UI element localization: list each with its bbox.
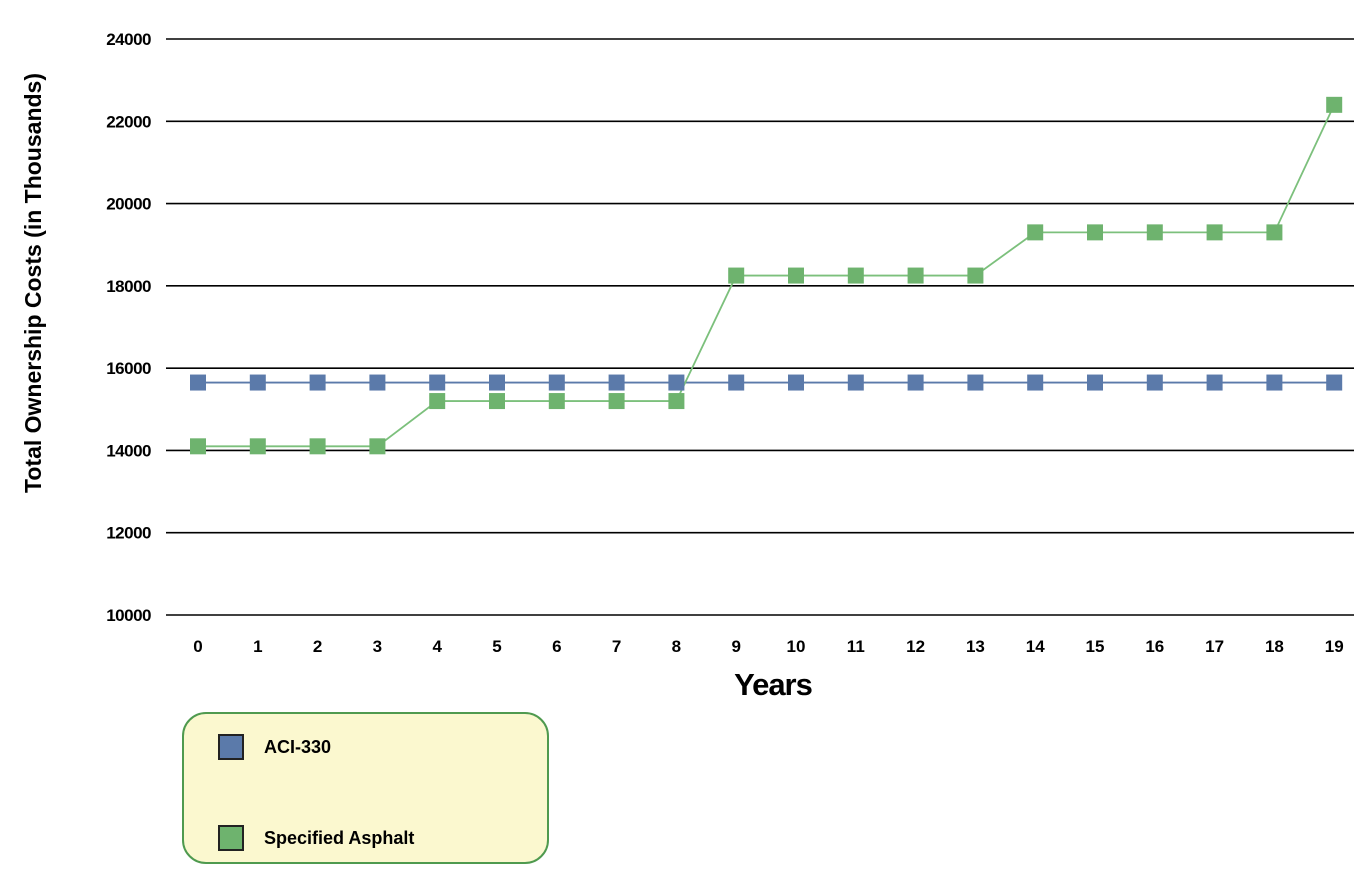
marker-specified-asphalt-12 [907, 267, 924, 284]
marker-specified-asphalt-4 [429, 393, 446, 410]
marker-aci-330-16 [1146, 374, 1163, 391]
marker-aci-330-1 [249, 374, 266, 391]
y-tick-16000: 16000 [106, 359, 151, 378]
marker-aci-330-11 [847, 374, 864, 391]
marker-aci-330-17 [1206, 374, 1223, 391]
marker-specified-asphalt-7 [608, 393, 625, 410]
marker-specified-asphalt-10 [788, 267, 804, 284]
line-chart: 10000 12000 14000 16000 18000 20000 22000 24000… [20, 30, 1354, 702]
marker-aci-330-4 [429, 374, 446, 391]
y-tick-20000: 20000 [106, 195, 151, 214]
marker-specified-asphalt-14 [1027, 224, 1044, 241]
y-tick-10000: 10000 [106, 606, 151, 625]
x-tick-17: 17 [1205, 637, 1224, 656]
marker-aci-330-13 [967, 374, 984, 391]
y-tick-labels: 10000 12000 14000 16000 18000 20000 22000 24000 [106, 30, 151, 625]
y-tick-18000: 18000 [106, 277, 151, 296]
x-tick-4: 4 [432, 637, 442, 656]
marker-specified-asphalt-6 [548, 393, 565, 410]
marker-aci-330-9 [728, 374, 745, 391]
marker-specified-asphalt-0 [190, 438, 206, 455]
marker-aci-330-10 [788, 374, 804, 391]
x-tick-0: 0 [193, 637, 202, 656]
marker-specified-asphalt-17 [1206, 224, 1223, 241]
marker-aci-330-3 [369, 374, 386, 391]
x-axis-title: Years [734, 667, 812, 702]
legend-label-aci-330: ACI-330 [264, 736, 332, 757]
x-tick-8: 8 [672, 637, 681, 656]
x-tick-12: 12 [906, 637, 925, 656]
marker-specified-asphalt-8 [668, 393, 685, 410]
marker-aci-330-14 [1027, 374, 1044, 391]
x-tick-1: 1 [253, 637, 262, 656]
x-tick-2: 2 [313, 637, 322, 656]
x-tick-19: 19 [1325, 637, 1344, 656]
marker-specified-asphalt-15 [1087, 224, 1103, 241]
x-tick-3: 3 [373, 637, 382, 656]
marker-aci-330-5 [489, 374, 505, 391]
x-tick-16: 16 [1145, 637, 1164, 656]
legend-label-specified-asphalt: Specified Asphalt [264, 827, 415, 848]
series-markers [190, 96, 1343, 455]
y-axis-title: Total Ownership Costs (in Thousands) [20, 73, 46, 493]
marker-specified-asphalt-18 [1266, 224, 1283, 241]
marker-aci-330-2 [309, 374, 326, 391]
legend-item-aci-330: ACI-330 [218, 734, 331, 760]
marker-specified-asphalt-1 [249, 438, 266, 455]
marker-aci-330-8 [668, 374, 685, 391]
x-tick-labels: 0 1 2 3 4 5 6 7 8 9 10 11 12 13 14 15 16 17 18 19 [193, 637, 1343, 656]
marker-aci-330-0 [190, 374, 206, 391]
y-tick-14000: 14000 [106, 441, 151, 460]
x-tick-7: 7 [612, 637, 621, 656]
series-lines [198, 104, 1336, 448]
x-tick-5: 5 [492, 637, 501, 656]
x-tick-11: 11 [847, 637, 865, 656]
legend-swatch-aci-330 [218, 734, 244, 760]
marker-specified-asphalt-11 [847, 267, 864, 284]
y-tick-22000: 22000 [106, 112, 151, 131]
y-tick-12000: 12000 [106, 524, 151, 543]
x-tick-14: 14 [1026, 637, 1045, 656]
x-tick-9: 9 [731, 637, 740, 656]
marker-aci-330-15 [1087, 374, 1103, 391]
y-tick-24000: 24000 [106, 30, 151, 49]
marker-specified-asphalt-19 [1326, 96, 1343, 113]
x-tick-15: 15 [1086, 637, 1105, 656]
marker-aci-330-12 [907, 374, 924, 391]
legend-item-specified-asphalt: Specified Asphalt [218, 825, 414, 851]
marker-aci-330-7 [608, 374, 625, 391]
x-tick-10: 10 [787, 637, 806, 656]
marker-specified-asphalt-2 [309, 438, 326, 455]
marker-aci-330-6 [548, 374, 565, 391]
marker-aci-330-19 [1326, 374, 1343, 391]
x-tick-6: 6 [552, 637, 561, 656]
legend-swatch-specified-asphalt [218, 825, 244, 851]
legend: ACI-330 Specified Asphalt [182, 712, 549, 864]
marker-specified-asphalt-9 [728, 267, 745, 284]
marker-specified-asphalt-13 [967, 267, 984, 284]
series-line-specified-asphalt [198, 104, 1336, 448]
marker-aci-330-18 [1266, 374, 1283, 391]
marker-specified-asphalt-5 [489, 393, 505, 410]
gridlines [166, 38, 1354, 616]
x-tick-18: 18 [1265, 637, 1284, 656]
x-tick-13: 13 [966, 637, 985, 656]
marker-specified-asphalt-3 [369, 438, 386, 455]
marker-specified-asphalt-16 [1146, 224, 1163, 241]
